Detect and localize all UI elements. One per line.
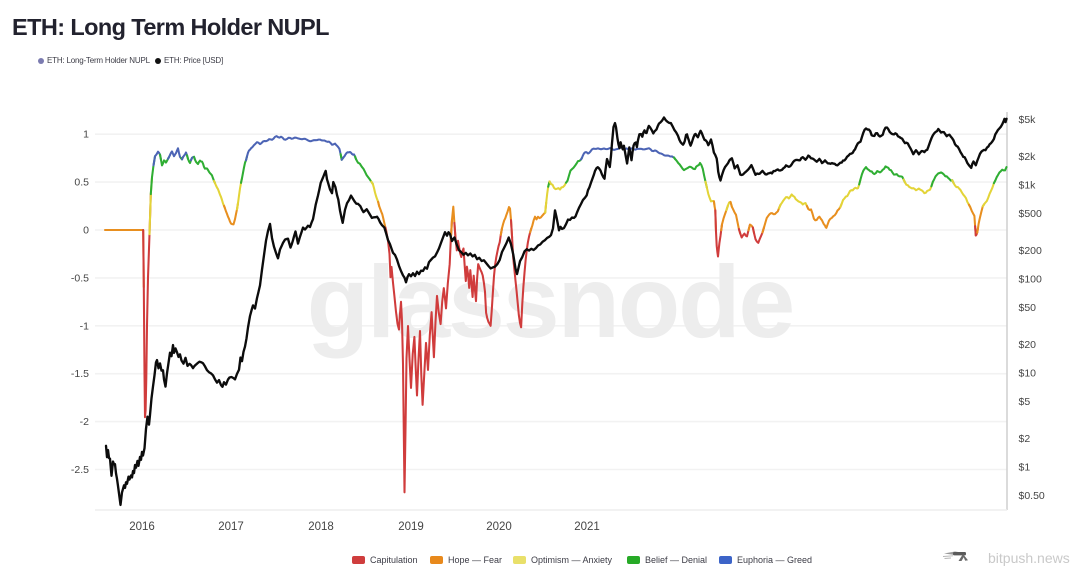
svg-text:2020: 2020 <box>486 521 512 533</box>
svg-text:-2.5: -2.5 <box>71 464 89 476</box>
svg-text:$50: $50 <box>1019 302 1037 314</box>
svg-text:2016: 2016 <box>129 521 155 533</box>
svg-text:1: 1 <box>83 129 89 141</box>
svg-text:-1: -1 <box>80 320 89 332</box>
svg-text:$2k: $2k <box>1019 151 1037 163</box>
svg-text:$0.50: $0.50 <box>1019 490 1045 502</box>
svg-text:2017: 2017 <box>218 521 244 533</box>
svg-text:2018: 2018 <box>308 521 334 533</box>
svg-text:glassnode: glassnode <box>307 245 793 359</box>
svg-text:$5: $5 <box>1019 396 1031 408</box>
svg-text:2021: 2021 <box>574 521 600 533</box>
svg-text:$10: $10 <box>1019 368 1037 380</box>
svg-text:$1: $1 <box>1019 462 1031 474</box>
svg-text:$500: $500 <box>1019 208 1043 220</box>
svg-text:$1k: $1k <box>1019 180 1037 192</box>
svg-text:$5k: $5k <box>1019 114 1037 126</box>
svg-text:$20: $20 <box>1019 339 1037 351</box>
svg-text:$100: $100 <box>1019 274 1043 286</box>
svg-text:-1.5: -1.5 <box>71 368 89 380</box>
svg-text:$200: $200 <box>1019 245 1043 257</box>
svg-text:0: 0 <box>83 225 89 237</box>
svg-text:2019: 2019 <box>398 521 424 533</box>
svg-text:0.5: 0.5 <box>74 177 89 189</box>
svg-text:$2: $2 <box>1019 433 1031 445</box>
svg-text:-0.5: -0.5 <box>71 272 89 284</box>
svg-text:-2: -2 <box>80 416 89 428</box>
